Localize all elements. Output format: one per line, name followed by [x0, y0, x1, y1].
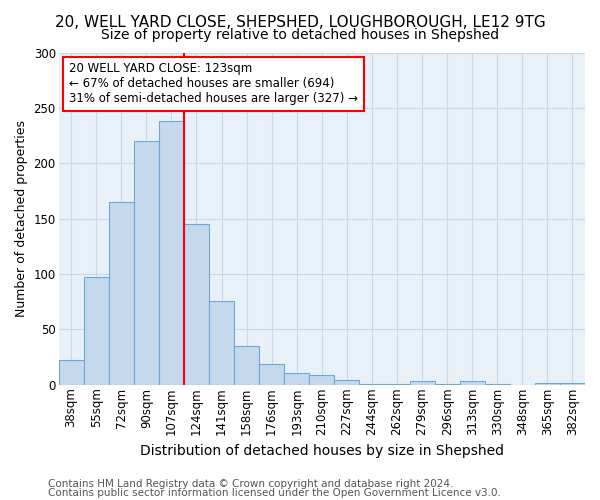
Bar: [159, 121, 184, 385]
X-axis label: Distribution of detached houses by size in Shepshed: Distribution of detached houses by size …: [140, 444, 504, 458]
Y-axis label: Number of detached properties: Number of detached properties: [15, 120, 28, 317]
Bar: [410, 382, 434, 385]
Bar: [485, 384, 510, 385]
Text: Size of property relative to detached houses in Shepshed: Size of property relative to detached ho…: [101, 28, 499, 42]
Text: Contains public sector information licensed under the Open Government Licence v3: Contains public sector information licen…: [48, 488, 501, 498]
Text: 20, WELL YARD CLOSE, SHEPSHED, LOUGHBOROUGH, LE12 9TG: 20, WELL YARD CLOSE, SHEPSHED, LOUGHBORO…: [55, 15, 545, 30]
Bar: [385, 384, 410, 385]
Bar: [184, 224, 209, 385]
Bar: [259, 364, 284, 385]
Bar: [535, 382, 560, 385]
Bar: [460, 382, 485, 385]
Text: 20 WELL YARD CLOSE: 123sqm
← 67% of detached houses are smaller (694)
31% of sem: 20 WELL YARD CLOSE: 123sqm ← 67% of deta…: [69, 62, 358, 106]
Text: Contains HM Land Registry data © Crown copyright and database right 2024.: Contains HM Land Registry data © Crown c…: [48, 479, 454, 489]
Bar: [234, 346, 259, 385]
Bar: [560, 382, 585, 385]
Bar: [359, 384, 385, 385]
Bar: [83, 278, 109, 385]
Bar: [284, 372, 309, 385]
Bar: [309, 375, 334, 385]
Bar: [334, 380, 359, 385]
Bar: [434, 384, 460, 385]
Bar: [59, 360, 83, 385]
Bar: [209, 300, 234, 385]
Bar: [109, 202, 134, 385]
Bar: [134, 141, 159, 385]
